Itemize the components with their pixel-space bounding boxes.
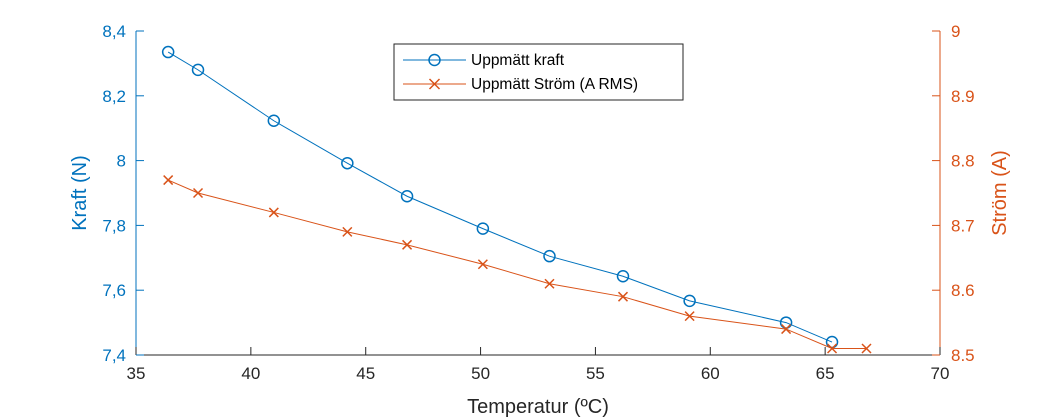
- y-left-tick-label: 7,4: [102, 346, 126, 365]
- data-point-strom: [827, 343, 838, 354]
- legend-label-strom: Uppmätt Ström (A RMS): [471, 76, 638, 93]
- data-point-kraft: [400, 189, 414, 203]
- data-point-kraft: [825, 335, 839, 349]
- data-point-kraft: [191, 63, 205, 77]
- plot-area: [161, 45, 872, 354]
- x-tick-label: 40: [241, 364, 260, 383]
- data-point-kraft: [267, 114, 281, 127]
- x-tick-label: 35: [127, 364, 146, 383]
- x-tick-label: 65: [816, 364, 835, 383]
- x-tick-label: 45: [356, 364, 375, 383]
- y-right-tick-label: 8.6: [951, 281, 975, 300]
- y-right-axis-title: Ström (A): [989, 150, 1011, 236]
- x-tick-label: 70: [931, 364, 950, 383]
- data-point-kraft: [476, 222, 490, 235]
- data-point-kraft: [341, 156, 354, 170]
- x-tick-label: 60: [701, 364, 720, 383]
- y-left-tick-label: 8,2: [102, 87, 126, 106]
- legend: Uppmätt kraft Uppmätt Ström (A RMS): [393, 43, 684, 101]
- series-line-kraft: [167, 51, 833, 343]
- y-left-tick-label: 7,6: [102, 281, 126, 300]
- axes: 35 40 45 50 55 60 65 70 7,4 7,6 7,8 8 8,2 8,4 8.5 8.6 8.…: [102, 22, 974, 383]
- x-axis-title: Temperatur (ºC): [467, 396, 609, 417]
- y-left-axis-title: Kraft (N): [69, 155, 91, 231]
- legend-kraft-marker: [428, 53, 441, 67]
- data-point-strom: [402, 239, 413, 250]
- data-point-strom: [342, 226, 353, 237]
- data-point-strom: [477, 259, 488, 270]
- data-point-strom: [268, 207, 279, 218]
- data-point-strom: [781, 324, 792, 335]
- y-left-tick-label: 8,4: [102, 22, 126, 41]
- data-point-strom: [163, 175, 174, 186]
- data-point-kraft: [683, 294, 696, 308]
- y-left-tick-label: 8: [117, 152, 126, 171]
- y-right-tick-label: 8.8: [951, 152, 975, 171]
- y-left-tick-label: 7,8: [102, 216, 126, 235]
- series-line-strom: [167, 179, 867, 350]
- data-point-strom: [544, 278, 555, 289]
- y-right-tick-label: 8.5: [951, 346, 975, 365]
- data-point-kraft: [543, 249, 556, 263]
- data-point-strom: [617, 291, 629, 302]
- legend-box: [393, 43, 684, 101]
- y-right-tick-label: 8.9: [951, 87, 975, 106]
- x-tick-label: 55: [586, 364, 605, 383]
- data-point-kraft: [616, 270, 630, 283]
- data-point-strom: [192, 187, 204, 199]
- legend-label-kraft: Uppmätt kraft: [471, 52, 565, 69]
- data-point-strom: [861, 343, 872, 354]
- data-point-strom: [684, 311, 695, 322]
- legend-strom-marker: [428, 78, 441, 90]
- y-right-tick-label: 9: [951, 22, 960, 41]
- x-tick-label: 50: [471, 364, 490, 383]
- data-point-kraft: [161, 45, 175, 59]
- y-right-tick-label: 8.7: [951, 216, 975, 235]
